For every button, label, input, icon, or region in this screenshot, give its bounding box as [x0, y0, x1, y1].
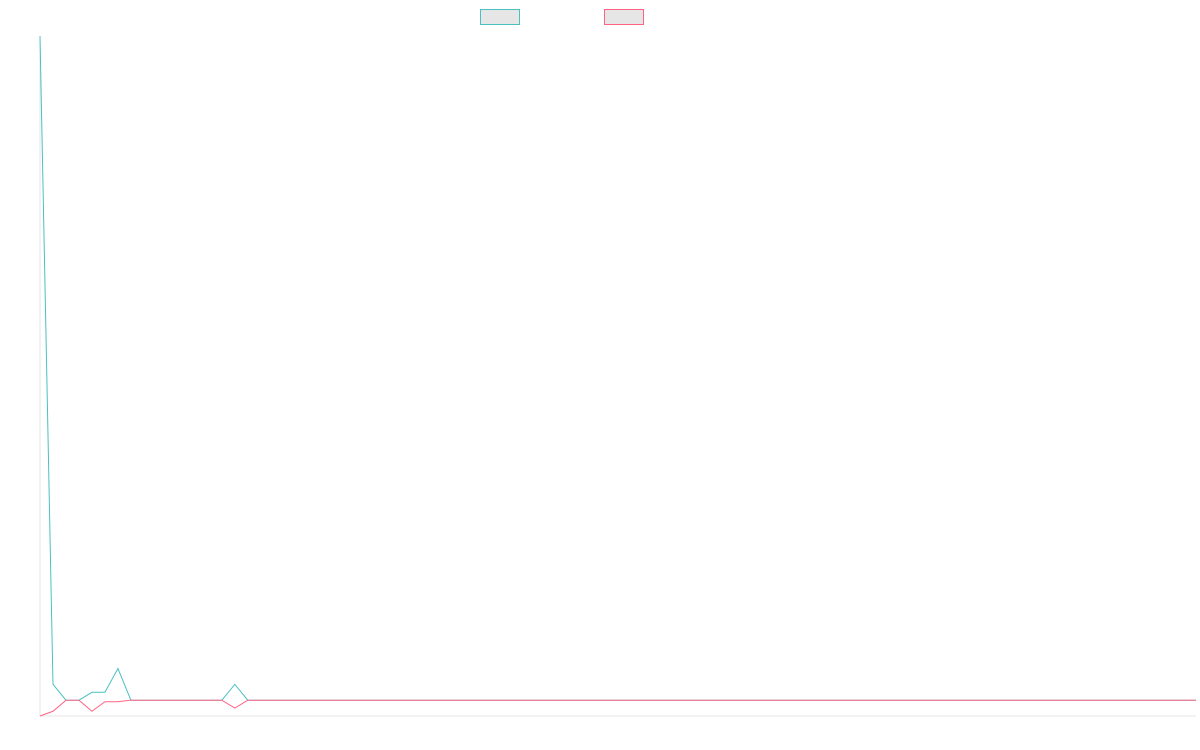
legend-swatch-series-1: [480, 9, 520, 25]
series-layer: [39, 35, 1196, 717]
series-line-2: [39, 699, 1196, 717]
legend-item-series-2[interactable]: [604, 9, 650, 25]
series-line-1: [39, 35, 1196, 701]
legend-item-series-1[interactable]: [480, 9, 526, 25]
chart-legend: [480, 9, 660, 29]
legend-swatch-series-2: [604, 9, 644, 25]
